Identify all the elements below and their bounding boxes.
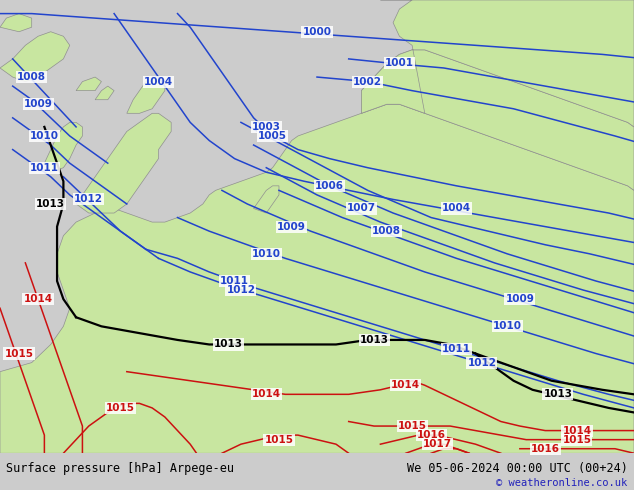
Text: 1009: 1009 — [277, 221, 306, 232]
Text: 1016: 1016 — [417, 430, 446, 440]
Polygon shape — [361, 50, 634, 190]
Polygon shape — [44, 122, 82, 172]
Text: 1000: 1000 — [302, 27, 332, 37]
Text: 1013: 1013 — [543, 390, 573, 399]
Text: 1011: 1011 — [30, 163, 59, 172]
Text: 1015: 1015 — [562, 435, 592, 444]
Polygon shape — [0, 104, 634, 453]
Text: 1015: 1015 — [4, 348, 34, 359]
Polygon shape — [76, 77, 101, 91]
Text: 1003: 1003 — [252, 122, 281, 132]
Text: 1015: 1015 — [264, 435, 294, 444]
Text: 1014: 1014 — [391, 380, 420, 390]
Text: 1006: 1006 — [315, 181, 344, 191]
Text: 1015: 1015 — [398, 421, 427, 431]
Text: 1010: 1010 — [30, 131, 59, 141]
Text: 1015: 1015 — [106, 403, 135, 413]
Text: 1012: 1012 — [226, 285, 256, 295]
Text: 1014: 1014 — [252, 390, 281, 399]
Text: 1007: 1007 — [347, 203, 376, 214]
Text: 1008: 1008 — [17, 72, 46, 82]
Text: © weatheronline.co.uk: © weatheronline.co.uk — [496, 478, 628, 488]
Text: 1005: 1005 — [258, 131, 287, 141]
Text: 1004: 1004 — [442, 203, 471, 214]
Text: 1008: 1008 — [372, 226, 401, 236]
Polygon shape — [254, 186, 279, 213]
Text: 1009: 1009 — [23, 99, 53, 109]
Polygon shape — [361, 0, 634, 127]
Polygon shape — [0, 32, 70, 81]
Polygon shape — [0, 14, 32, 32]
Text: 1010: 1010 — [252, 249, 281, 259]
Text: 1002: 1002 — [353, 76, 382, 87]
Text: 1009: 1009 — [505, 294, 534, 304]
Text: 1013: 1013 — [214, 340, 243, 349]
Text: 1011: 1011 — [442, 344, 471, 354]
Text: 1011: 1011 — [220, 276, 249, 286]
Text: 1014: 1014 — [23, 294, 53, 304]
Text: 1016: 1016 — [531, 444, 560, 454]
Text: 1012: 1012 — [74, 195, 103, 204]
Text: 1012: 1012 — [467, 358, 496, 368]
Text: 1004: 1004 — [144, 76, 173, 87]
Text: 1014: 1014 — [562, 426, 592, 436]
Polygon shape — [95, 86, 114, 100]
Polygon shape — [76, 113, 171, 213]
Text: 1013: 1013 — [36, 199, 65, 209]
Text: 1010: 1010 — [493, 321, 522, 331]
Text: 1017: 1017 — [423, 439, 452, 449]
Text: 1013: 1013 — [359, 335, 389, 345]
Text: Surface pressure [hPa] Arpege-eu: Surface pressure [hPa] Arpege-eu — [6, 463, 235, 475]
Text: 1001: 1001 — [385, 58, 414, 69]
Polygon shape — [127, 77, 165, 113]
Text: We 05-06-2024 00:00 UTC (00+24): We 05-06-2024 00:00 UTC (00+24) — [407, 463, 628, 475]
